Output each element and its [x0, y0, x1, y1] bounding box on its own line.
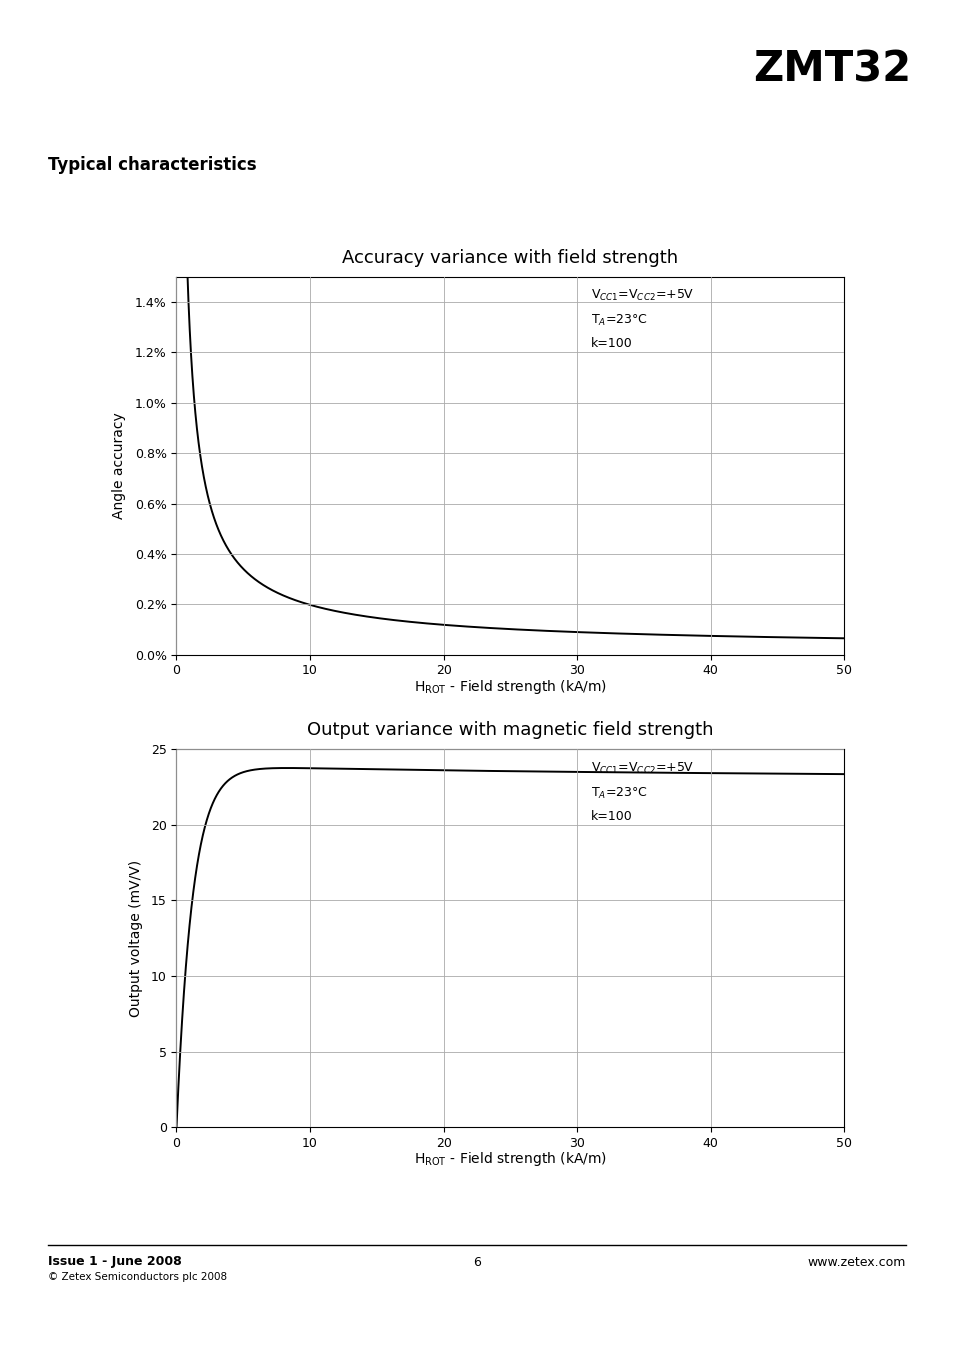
Y-axis label: Angle accuracy: Angle accuracy — [112, 412, 127, 520]
Text: ZMT32: ZMT32 — [752, 49, 910, 90]
Text: H$_{\mathregular{ROT}}$ - Field strength (kA/m): H$_{\mathregular{ROT}}$ - Field strength… — [414, 678, 606, 695]
Text: Issue 1 - June 2008: Issue 1 - June 2008 — [48, 1256, 181, 1269]
Title: Output variance with magnetic field strength: Output variance with magnetic field stre… — [307, 721, 713, 740]
Text: Typical characteristics: Typical characteristics — [48, 157, 256, 174]
Text: V$_{CC1}$=V$_{CC2}$=+5V
T$_A$=23°C
k=100: V$_{CC1}$=V$_{CC2}$=+5V T$_A$=23°C k=100 — [590, 288, 693, 350]
Text: www.zetex.com: www.zetex.com — [807, 1256, 905, 1269]
Y-axis label: Output voltage (mV/V): Output voltage (mV/V) — [129, 860, 142, 1017]
Text: H$_{\mathregular{ROT}}$ - Field strength (kA/m): H$_{\mathregular{ROT}}$ - Field strength… — [414, 1150, 606, 1168]
Text: 6: 6 — [473, 1256, 480, 1269]
Text: V$_{CC1}$=V$_{CC2}$=+5V
T$_A$=23°C
k=100: V$_{CC1}$=V$_{CC2}$=+5V T$_A$=23°C k=100 — [590, 760, 693, 822]
Text: © Zetex Semiconductors plc 2008: © Zetex Semiconductors plc 2008 — [48, 1272, 227, 1281]
Title: Accuracy variance with field strength: Accuracy variance with field strength — [342, 248, 678, 267]
